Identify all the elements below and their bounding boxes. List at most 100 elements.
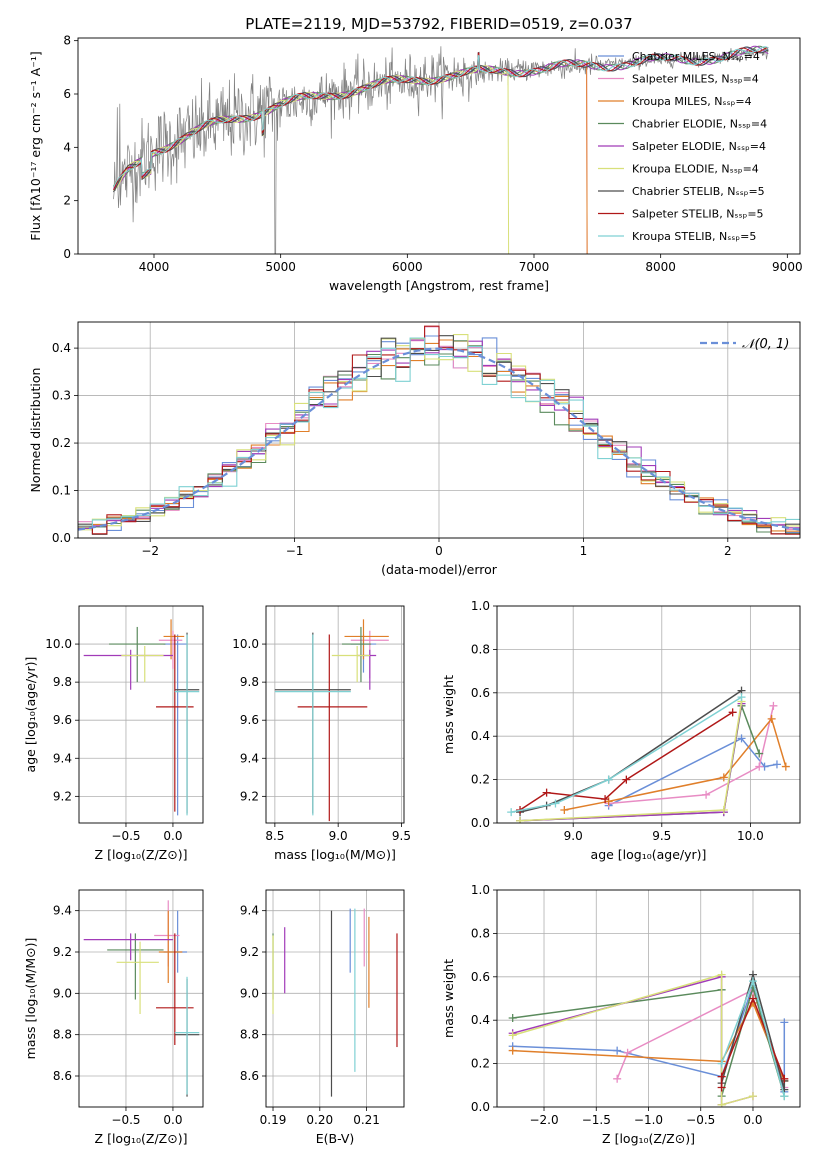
legend-label: Chabrier ELODIE, Nₛₛₚ=4 bbox=[632, 118, 767, 131]
errorbar-salpeter-stelib bbox=[297, 634, 368, 822]
series-line bbox=[512, 975, 754, 1106]
axes: −0.5 0.0 8.6 8.8 9.0 9.2 9.4 Z [log₁₀(Z/Z⊙)] mas… bbox=[23, 889, 204, 1146]
series-kroupa-miles bbox=[560, 714, 790, 814]
legend-label: Chabrier STELIB, Nₛₛₚ=5 bbox=[632, 185, 765, 198]
x-tick-label: 4000 bbox=[139, 260, 170, 274]
series-marker bbox=[507, 808, 516, 817]
y-tick-label: 9.4 bbox=[53, 904, 72, 918]
chart-mass-vs-EBV: 0.19 0.20 0.21 8.6 8.8 9.0 9.2 9.4 E(B-V) bbox=[240, 889, 405, 1146]
chart-age-vs-mass: 8.5 9.0 9.5 9.2 9.4 9.6 9.8 10.0 mass [log₁₀(M/M… bbox=[232, 605, 411, 862]
series-marker bbox=[560, 805, 569, 814]
series-marker bbox=[781, 762, 790, 771]
y-axis-label: Normed distribution bbox=[28, 368, 43, 493]
series-marker bbox=[767, 714, 776, 723]
series-marker bbox=[772, 760, 781, 769]
grid-lines bbox=[79, 890, 203, 1107]
series-line bbox=[608, 737, 778, 807]
series-marker bbox=[748, 977, 757, 986]
y-tick-label: 9.4 bbox=[240, 751, 259, 765]
x-tick-label: 6000 bbox=[392, 260, 423, 274]
axes: 9.0 9.5 10.0 0.0 0.2 0.4 0.6 0.8 1.0 age [log₁₀(a… bbox=[441, 599, 801, 862]
x-tick-label: 10.0 bbox=[737, 829, 764, 843]
axes-frame bbox=[496, 605, 801, 824]
y-tick-label: 0.8 bbox=[471, 926, 490, 940]
errorbar-kroupa-miles bbox=[344, 619, 389, 660]
x-tick-label: 5000 bbox=[265, 260, 296, 274]
x-axis-label: Z [log₁₀(Z/Z⊙)] bbox=[95, 847, 188, 862]
y-tick-label: 8 bbox=[63, 34, 71, 48]
y-tick-label: 2 bbox=[63, 194, 71, 208]
model-spectrum-chabrier-stelib bbox=[113, 46, 769, 193]
legend-label: Salpeter ELODIE, Nₛₛₚ=4 bbox=[632, 140, 766, 153]
y-tick-label: 8.6 bbox=[53, 1069, 72, 1083]
grid-lines bbox=[79, 606, 203, 823]
series-marker bbox=[542, 788, 551, 797]
series-marker bbox=[702, 790, 711, 799]
x-tick-label: −0.5 bbox=[111, 1113, 140, 1127]
chart-title: PLATE=2119, MJD=53792, FIBERID=0519, z=0… bbox=[245, 15, 632, 33]
series-marker bbox=[604, 775, 613, 784]
y-tick-label: 0.6 bbox=[471, 686, 490, 700]
series-marker bbox=[719, 805, 728, 814]
errorbar-salpeter-stelib bbox=[156, 634, 194, 812]
series-marker bbox=[755, 762, 764, 771]
series-marker bbox=[755, 749, 764, 758]
y-tick-label: 10.0 bbox=[45, 637, 72, 651]
x-tick-label: 0.20 bbox=[306, 1113, 333, 1127]
histogram-kroupa-stelib bbox=[78, 337, 800, 528]
chart-mass-vs-Z: −0.5 0.0 8.6 8.8 9.0 9.2 9.4 Z [log₁₀(Z/Z⊙)] mas… bbox=[23, 889, 204, 1146]
x-tick-label: 1 bbox=[580, 544, 588, 558]
series-marker bbox=[623, 1048, 632, 1057]
series-line bbox=[519, 689, 742, 813]
y-tick-label: 0.3 bbox=[52, 389, 71, 403]
y-tick-label: 0.0 bbox=[52, 531, 71, 545]
errorbar-salpeter-elodie bbox=[83, 933, 173, 961]
x-axis-label: wavelength [Angstrom, rest frame] bbox=[329, 278, 549, 293]
y-tick-label: 9.0 bbox=[240, 986, 259, 1000]
y-tick-label: 9.8 bbox=[53, 675, 72, 689]
grid-lines bbox=[266, 606, 404, 823]
series-marker bbox=[508, 1031, 517, 1040]
model-spectrum-kroupa-stelib bbox=[113, 46, 769, 188]
errorbar-kroupa-elodie bbox=[121, 645, 164, 683]
series-marker bbox=[717, 1083, 726, 1092]
y-tick-label: 9.4 bbox=[53, 751, 72, 765]
x-tick-label: −1 bbox=[286, 544, 304, 558]
series-line bbox=[720, 971, 786, 1090]
y-tick-label: 1.0 bbox=[471, 599, 490, 613]
series-marker bbox=[508, 1014, 517, 1023]
series-marker bbox=[613, 1046, 622, 1055]
errorbar-salpeter-miles bbox=[154, 900, 180, 967]
series-kroupa-elodie bbox=[516, 697, 746, 823]
y-tick-label: 9.2 bbox=[53, 945, 72, 959]
series-marker bbox=[737, 693, 746, 702]
x-tick-label: 9.0 bbox=[329, 829, 348, 843]
x-tick-label: 0.19 bbox=[260, 1113, 287, 1127]
x-tick-label: 2 bbox=[724, 544, 732, 558]
errorbar-kroupa-miles bbox=[158, 910, 183, 983]
x-tick-label: −0.5 bbox=[111, 829, 140, 843]
legend-label: Salpeter STELIB, Nₛₛₚ=5 bbox=[632, 208, 764, 221]
axes-frame bbox=[265, 889, 405, 1108]
legend-label: Kroupa STELIB, Nₛₛₚ=5 bbox=[632, 230, 756, 243]
errorbar-kroupa-stelib bbox=[274, 634, 351, 816]
x-tick-label: 0.0 bbox=[163, 829, 182, 843]
errorbar-chabrier-elodie bbox=[341, 626, 372, 683]
series-kroupa-stelib bbox=[717, 977, 789, 1101]
y-tick-label: 0.4 bbox=[471, 1013, 490, 1027]
series-marker bbox=[551, 799, 560, 808]
grid-lines bbox=[497, 605, 800, 824]
x-tick-label: 9.0 bbox=[564, 829, 583, 843]
y-axis-label: mass weight bbox=[441, 959, 456, 1038]
series-marker bbox=[622, 775, 631, 784]
x-axis-label: (data-model)/error bbox=[381, 562, 498, 577]
y-tick-label: 0 bbox=[63, 247, 71, 261]
axes-frame bbox=[78, 889, 204, 1108]
histogram-salpeter-stelib bbox=[78, 325, 800, 535]
plot-area bbox=[83, 900, 200, 1097]
axes: −2 −1 0 1 2 0.0 0.1 0.2 0.3 0.4 (data-model)/error… bbox=[28, 321, 801, 577]
y-tick-label: 9.2 bbox=[240, 945, 259, 959]
y-tick-label: 9.6 bbox=[240, 713, 259, 727]
series-salpeter-elodie bbox=[508, 972, 757, 1107]
